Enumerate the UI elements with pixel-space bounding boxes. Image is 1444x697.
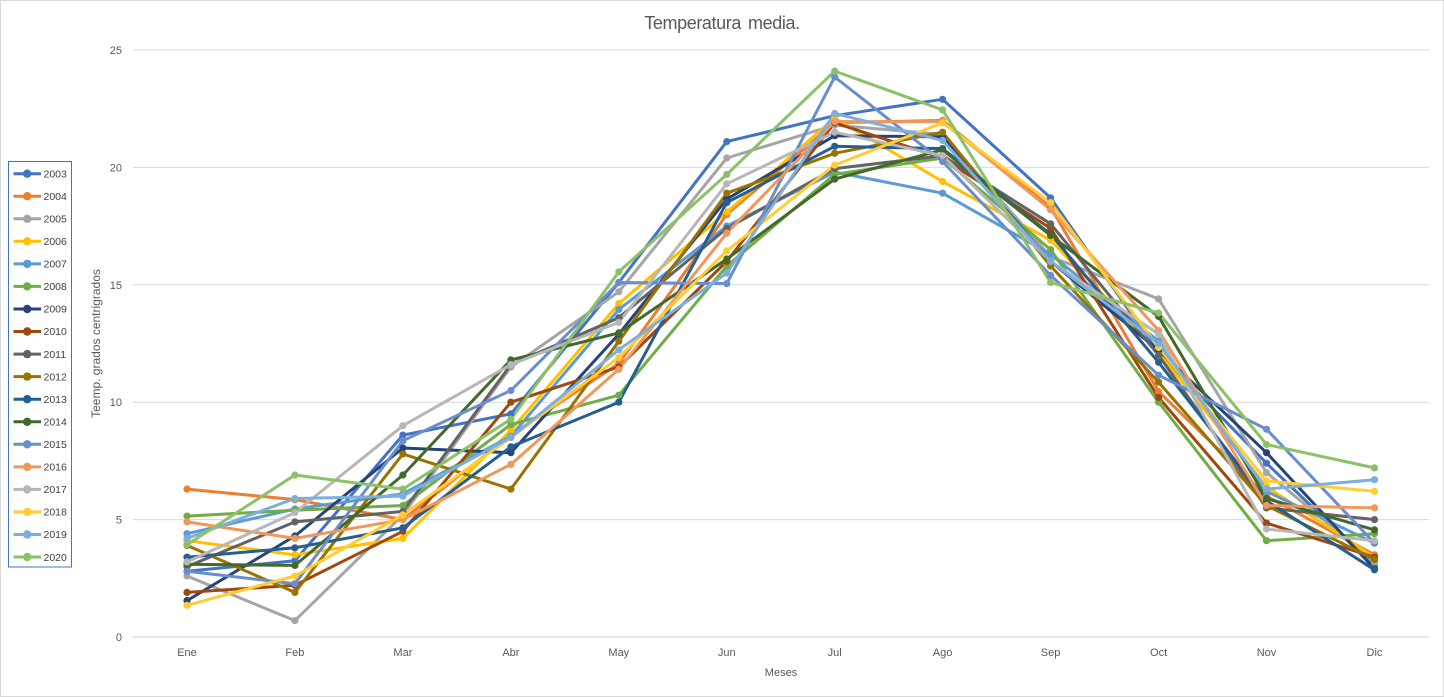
svg-text:2018: 2018	[44, 507, 68, 519]
svg-text:2008: 2008	[44, 281, 68, 293]
svg-text:Abr: Abr	[502, 647, 519, 659]
svg-text:2006: 2006	[44, 236, 68, 248]
svg-text:20: 20	[110, 162, 122, 174]
svg-text:2012: 2012	[44, 371, 68, 383]
svg-text:2007: 2007	[44, 259, 68, 271]
svg-text:2011: 2011	[44, 349, 67, 361]
svg-text:5: 5	[116, 515, 122, 527]
svg-text:Sep: Sep	[1041, 647, 1061, 659]
svg-text:0: 0	[116, 632, 122, 644]
svg-text:2017: 2017	[44, 484, 68, 496]
svg-text:Nov: Nov	[1257, 647, 1277, 659]
svg-text:Feb: Feb	[285, 647, 304, 659]
svg-text:2019: 2019	[44, 529, 68, 541]
svg-text:2010: 2010	[44, 326, 68, 338]
svg-text:Meses: Meses	[765, 667, 798, 679]
svg-text:Ago: Ago	[933, 647, 953, 659]
svg-text:2009: 2009	[44, 304, 68, 316]
svg-text:Dic: Dic	[1367, 647, 1383, 659]
svg-text:Jun: Jun	[718, 647, 736, 659]
svg-text:2013: 2013	[44, 394, 68, 406]
svg-text:2016: 2016	[44, 462, 68, 474]
svg-text:May: May	[608, 647, 629, 659]
svg-text:Teemp. grados centrigrados: Teemp. grados centrigrados	[89, 269, 103, 418]
svg-text:2014: 2014	[44, 416, 68, 428]
svg-text:2015: 2015	[44, 439, 68, 451]
svg-text:Mar: Mar	[393, 647, 412, 659]
svg-text:Temperatura media.: Temperatura media.	[644, 13, 799, 33]
svg-text:15: 15	[110, 280, 122, 292]
svg-text:2005: 2005	[44, 214, 68, 226]
svg-text:2020: 2020	[44, 552, 68, 564]
svg-text:2003: 2003	[44, 168, 68, 180]
svg-text:Ene: Ene	[177, 647, 197, 659]
svg-text:2004: 2004	[44, 191, 68, 203]
svg-text:10: 10	[110, 397, 122, 409]
svg-text:25: 25	[110, 45, 122, 57]
svg-text:Oct: Oct	[1150, 647, 1167, 659]
svg-text:Jul: Jul	[828, 647, 842, 659]
